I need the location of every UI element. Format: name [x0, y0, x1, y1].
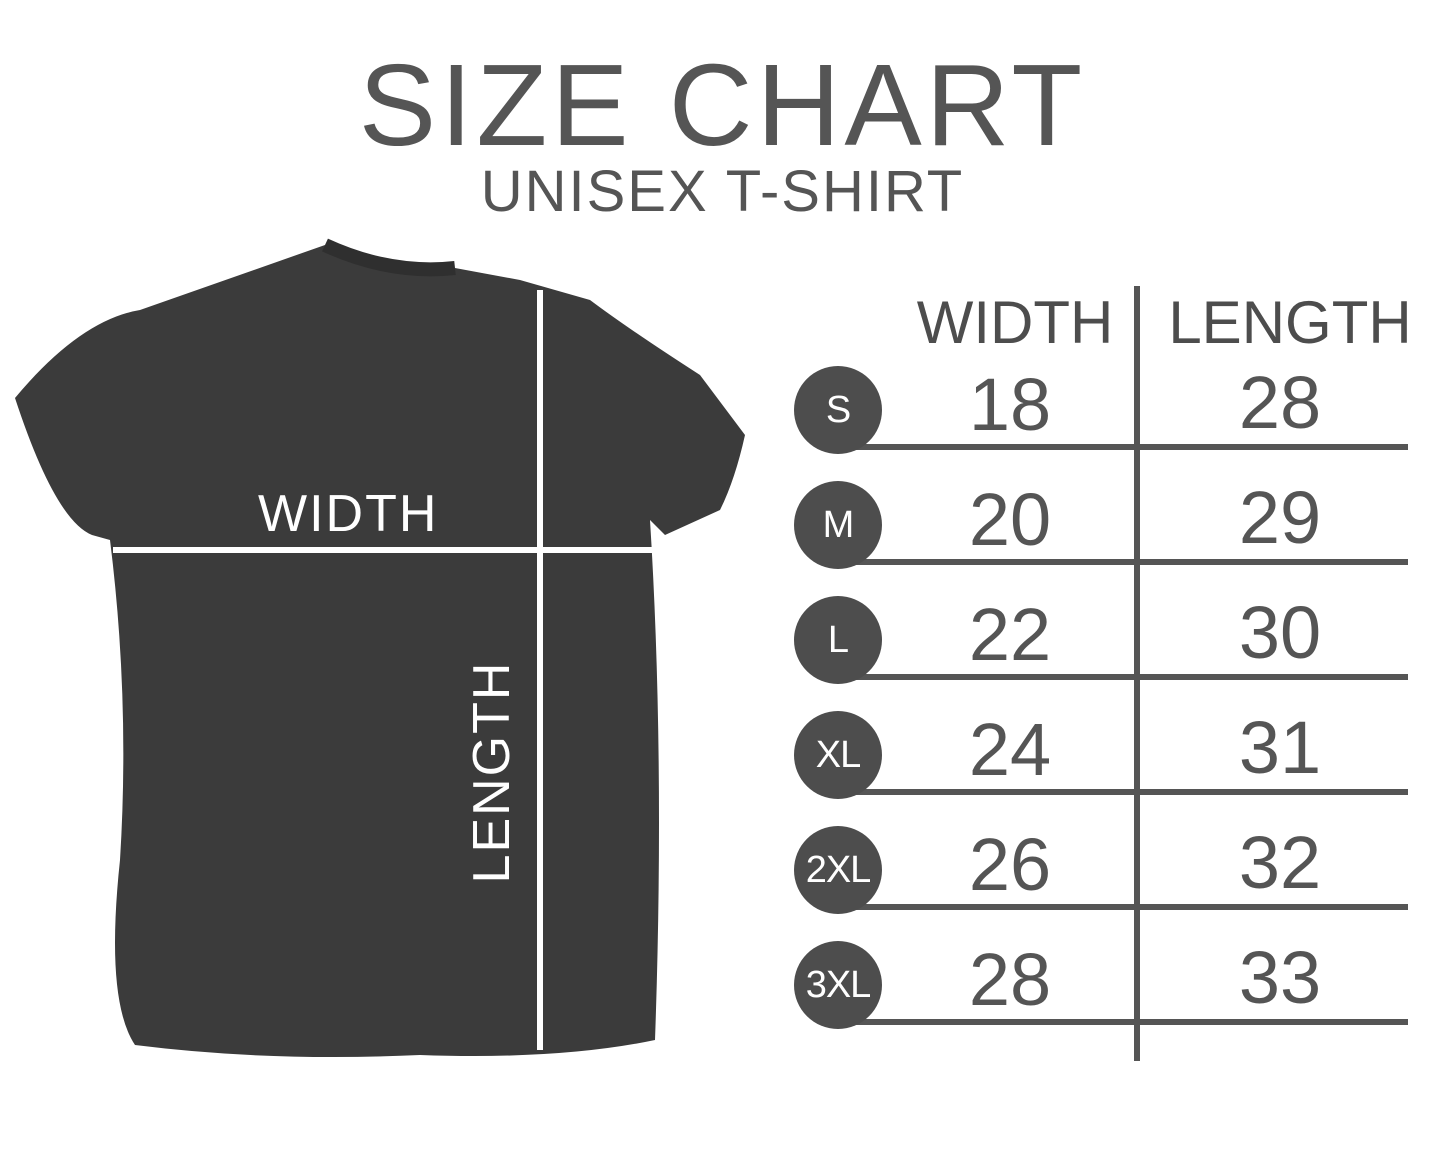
- size-badge: L: [794, 596, 882, 684]
- length-value: 31: [1238, 706, 1322, 789]
- width-measure-line: [113, 547, 680, 553]
- size-badge: XL: [794, 711, 882, 799]
- row-divider: [850, 1019, 1408, 1025]
- width-value: 28: [968, 938, 1052, 1021]
- page-title: SIZE CHART: [358, 40, 1087, 170]
- length-value: 28: [1238, 361, 1322, 444]
- size-badge: M: [794, 481, 882, 569]
- length-value: 33: [1238, 936, 1322, 1019]
- column-header-width: WIDTH: [916, 289, 1114, 356]
- width-label: WIDTH: [258, 485, 439, 543]
- row-divider: [850, 904, 1408, 910]
- size-badge: 2XL: [794, 826, 882, 914]
- size-badge: S: [794, 366, 882, 454]
- tshirt-image: [15, 238, 745, 1058]
- width-value: 26: [968, 823, 1052, 906]
- length-measure-line: [537, 290, 543, 1050]
- width-value: 18: [968, 363, 1052, 446]
- row-divider: [850, 444, 1408, 450]
- tshirt-collar: [322, 238, 456, 277]
- column-divider: [1134, 286, 1140, 1061]
- length-value: 29: [1238, 476, 1322, 559]
- row-divider: [850, 789, 1408, 795]
- width-value: 24: [968, 708, 1052, 791]
- page-subtitle: UNISEX T-SHIRT: [480, 159, 965, 224]
- width-value: 22: [968, 593, 1052, 676]
- width-value: 20: [968, 478, 1052, 561]
- row-divider: [850, 559, 1408, 565]
- length-label: LENGTH: [463, 660, 521, 884]
- size-badge: 3XL: [794, 941, 882, 1029]
- tshirt-shape: [15, 245, 745, 1058]
- length-value: 30: [1238, 591, 1322, 674]
- length-value: 32: [1238, 821, 1322, 904]
- row-divider: [850, 674, 1408, 680]
- column-header-length: LENGTH: [1168, 289, 1412, 356]
